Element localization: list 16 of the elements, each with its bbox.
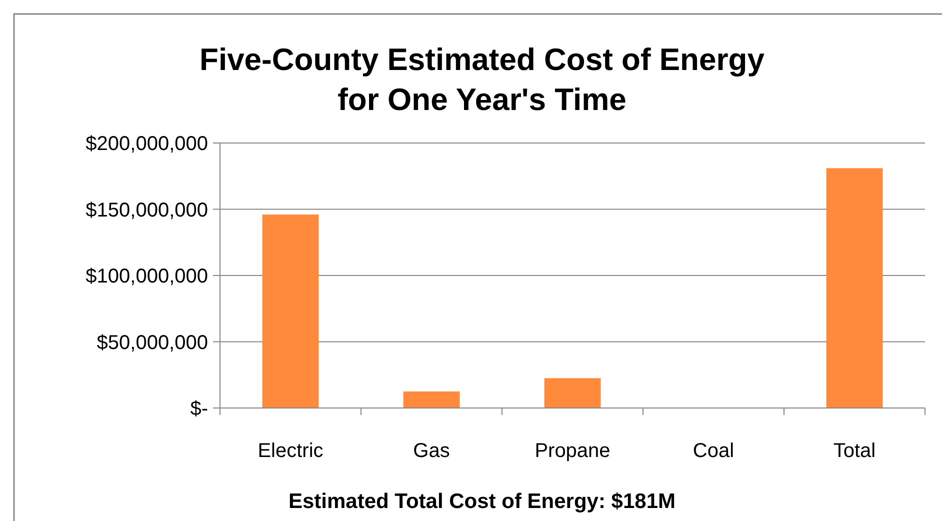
y-tick-label: $- <box>190 398 208 420</box>
y-tick-label: $150,000,000 <box>86 199 208 222</box>
bar <box>403 391 460 408</box>
x-tick-label: Propane <box>534 440 610 462</box>
y-tick-label: $200,000,000 <box>86 133 208 155</box>
bar <box>826 168 883 408</box>
y-tick-label: $100,000,000 <box>86 266 208 288</box>
x-tick-label: Electric <box>258 440 324 462</box>
x-axis-title: Estimated Total Cost of Energy: $181M <box>288 490 676 513</box>
x-tick-label: Total <box>833 440 876 462</box>
y-tick-label: $50,000,000 <box>96 332 208 354</box>
x-tick-label: Coal <box>692 440 734 462</box>
bar <box>262 214 319 408</box>
bar <box>544 378 601 408</box>
x-tick-label: Gas <box>413 440 450 462</box>
chart-title: Five-County Estimated Cost of Energy for One Year's Time <box>200 42 766 117</box>
